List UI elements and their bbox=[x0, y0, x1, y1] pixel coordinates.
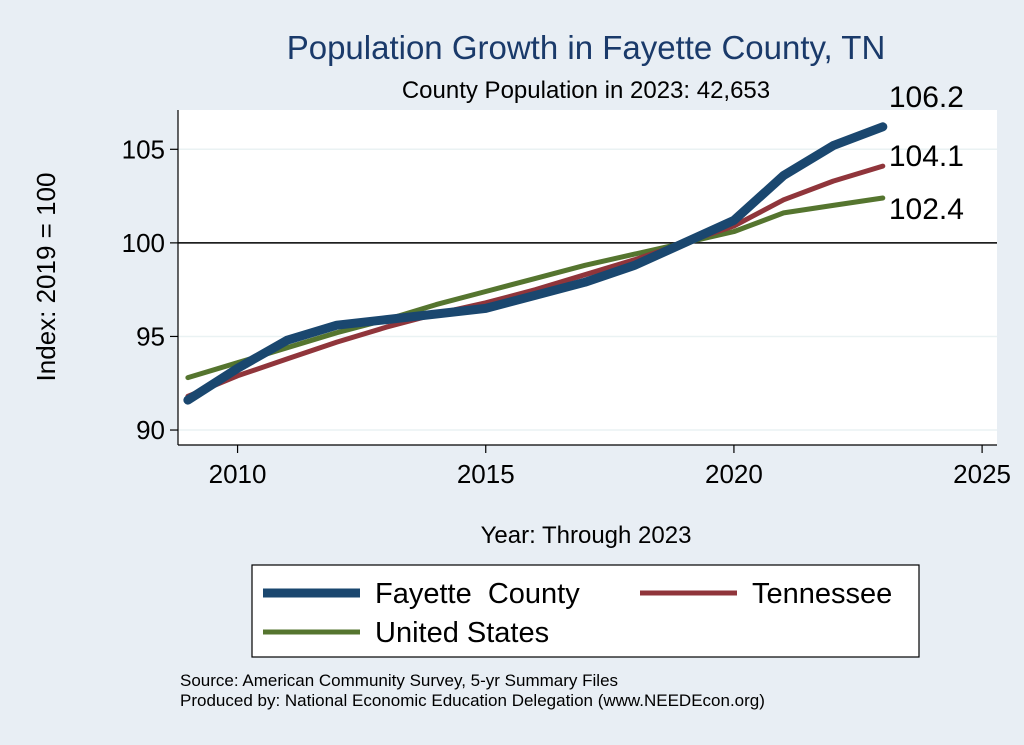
end-labels: 102.4 104.1 106.2 bbox=[889, 81, 964, 226]
x-axis-label: Year: Through 2023 bbox=[481, 522, 692, 549]
end-label-tennessee: 104.1 bbox=[889, 140, 964, 173]
y-tick-label: 90 bbox=[136, 415, 165, 445]
chart-footer: Source: American Community Survey, 5-yr … bbox=[180, 671, 765, 711]
x-tick-label: 2015 bbox=[457, 459, 515, 489]
produced-by-note: Produced by: National Economic Education… bbox=[180, 691, 765, 710]
end-label-us: 102.4 bbox=[889, 193, 964, 226]
legend-label-tennessee: Tennessee bbox=[752, 578, 892, 610]
series-line-fayette bbox=[183, 122, 888, 405]
source-note: Source: American Community Survey, 5-yr … bbox=[180, 671, 619, 690]
y-tick-label: 105 bbox=[122, 134, 165, 164]
end-label-fayette: 106.2 bbox=[889, 81, 964, 114]
tick-labels: 90 95 100 105 2010 2015 2020 2025 bbox=[122, 134, 1011, 489]
series-line-tennessee bbox=[185, 163, 886, 399]
legend-label-fayette: Fayette County bbox=[375, 578, 580, 610]
series-lines bbox=[183, 122, 888, 405]
series-line-us bbox=[185, 195, 886, 381]
y-axis-label: Index: 2019 = 100 bbox=[31, 173, 61, 382]
legend: Fayette County Tennessee United States bbox=[251, 564, 920, 658]
x-tick-label: 2025 bbox=[953, 459, 1011, 489]
y-tick-label: 95 bbox=[136, 321, 165, 351]
chart-subtitle: County Population in 2023: 42,653 bbox=[402, 77, 770, 104]
axes bbox=[177, 110, 997, 446]
x-tick-label: 2010 bbox=[209, 459, 267, 489]
legend-box bbox=[251, 564, 920, 658]
x-tick-label: 2020 bbox=[705, 459, 763, 489]
y-tick-label: 100 bbox=[122, 228, 165, 258]
legend-label-us: United States bbox=[375, 617, 549, 649]
chart-title: Population Growth in Fayette County, TN bbox=[287, 29, 886, 66]
